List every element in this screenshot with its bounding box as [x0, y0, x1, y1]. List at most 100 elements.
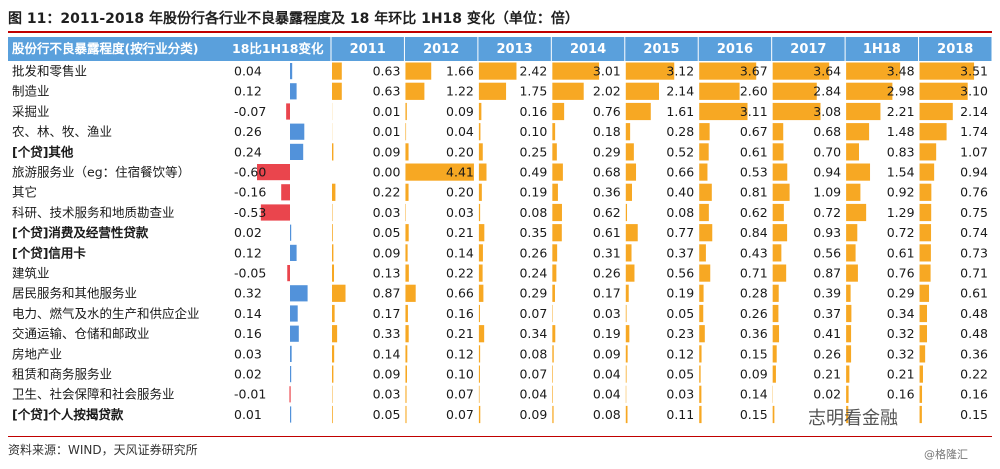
year-value-label: 0.03 [666, 387, 694, 402]
year-bar [478, 183, 482, 201]
year-value-label: 3.01 [593, 64, 621, 79]
year-value-label: 4.41 [446, 165, 474, 180]
year-bar [699, 385, 702, 403]
change-bar [287, 265, 290, 282]
table-row: 卫生、社会保障和社会服务业 -0.01 0.03 0.07 0.04 0.04 0.03 0.… [12, 385, 988, 403]
change-bar [290, 285, 308, 302]
year-bar [772, 345, 777, 363]
year-bar [552, 82, 584, 100]
year-bar [772, 183, 790, 201]
year-value-label: 0.76 [887, 266, 915, 281]
year-bar [625, 304, 627, 323]
row-category-label: 科研、技术服务和地质勘查业 [12, 205, 175, 220]
year-bar [552, 385, 553, 403]
year-value-label: 0.67 [740, 124, 768, 139]
year-bar [405, 345, 408, 363]
year-value-label: 0.83 [887, 144, 915, 159]
year-bar [919, 244, 931, 262]
year-bar [478, 365, 480, 383]
year-value-label: 0.07 [519, 367, 547, 382]
year-bar [405, 244, 408, 262]
header-background [8, 37, 992, 61]
year-value-label: 0.16 [887, 387, 915, 402]
year-bar [772, 163, 788, 181]
year-value-label: 1.74 [960, 124, 988, 139]
year-bar [552, 224, 562, 242]
year-value-label: 0.04 [519, 387, 547, 402]
change-label: 0.02 [234, 225, 262, 240]
change-label: 0.04 [234, 64, 262, 79]
year-value-label: 0.26 [740, 306, 768, 321]
year-value-label: 0.02 [813, 387, 841, 402]
table-row: 电力、燃气及水的生产和供应企业 0.14 0.17 0.16 0.07 0.03 0.05 0… [12, 304, 988, 323]
change-label: -0.05 [234, 266, 266, 281]
year-bar [699, 82, 740, 100]
change-label: 0.14 [234, 306, 262, 321]
year-value-label: 0.19 [593, 326, 621, 341]
year-bar [846, 304, 852, 323]
row-category-label: 建筑业 [12, 266, 50, 281]
year-value-label: 0.48 [960, 306, 988, 321]
year-bar [405, 385, 407, 403]
year-bar [919, 365, 923, 383]
year-bar [699, 62, 757, 80]
year-bar [625, 325, 630, 343]
year-bar [846, 163, 871, 181]
row-category-label: 采掘业 [12, 104, 50, 119]
year-value-label: 0.75 [960, 205, 988, 220]
year-value-label: 0.12 [666, 346, 694, 361]
table-row: 采掘业 -0.07 0.01 0.09 0.16 0.76 1.61 3.11 3.08 2.21… [12, 102, 988, 121]
year-bar [919, 385, 923, 403]
row-category-label: [个贷]其他 [12, 144, 74, 159]
year-bar [772, 244, 782, 262]
year-value-label: 0.36 [593, 185, 621, 200]
year-value-label: 0.81 [740, 185, 768, 200]
table-row: [个贷]其他 0.24 0.09 0.20 0.25 0.29 0.52 0.61 0.70 0.… [12, 143, 988, 161]
header-year-2016: 2016 [717, 42, 753, 57]
year-value-label: 0.21 [887, 367, 915, 382]
year-value-label: 0.36 [960, 346, 988, 361]
change-bar [290, 305, 298, 322]
table-row: 租赁和商务服务业 0.02 0.09 0.10 0.07 0.04 0.05 0.09 0.21… [12, 365, 988, 383]
year-value-label: 2.60 [740, 84, 768, 99]
year-bar [699, 224, 713, 242]
year-bar [699, 203, 709, 222]
change-bar [281, 184, 290, 201]
year-value-label: 0.37 [813, 306, 841, 321]
year-bar [332, 183, 336, 201]
year-value-label: 0.43 [740, 245, 768, 260]
year-value-label: 0.03 [373, 387, 401, 402]
row-category-label: 交通运输、仓储和邮政业 [12, 326, 150, 341]
year-value-label: 3.08 [813, 104, 841, 119]
change-bar [290, 366, 292, 383]
year-value-label: 0.00 [373, 165, 401, 180]
year-bar [478, 405, 481, 424]
year-value-label: 0.93 [813, 225, 841, 240]
year-value-label: 0.16 [446, 306, 474, 321]
row-category-label: [个贷]消费及经营性贷款 [12, 225, 149, 240]
year-value-label: 0.15 [960, 407, 988, 422]
year-bar [772, 62, 830, 80]
year-value-label: 0.63 [373, 64, 401, 79]
table-row: 交通运输、仓储和邮政业 0.16 0.33 0.21 0.34 0.19 0.23 0.36 0… [12, 325, 988, 343]
year-value-label: 0.77 [666, 225, 694, 240]
year-bar [552, 284, 555, 302]
year-bar [332, 284, 346, 302]
change-bar [290, 143, 304, 160]
year-bar [699, 123, 710, 141]
year-value-label: 1.22 [446, 84, 474, 99]
year-bar [772, 123, 784, 141]
year-value-label: 0.18 [593, 124, 621, 139]
year-value-label: 0.61 [960, 286, 988, 301]
year-bar [625, 345, 628, 363]
year-bar [332, 325, 338, 343]
year-bar [332, 244, 334, 262]
year-value-label: 0.22 [960, 367, 988, 382]
year-bar [625, 143, 634, 161]
year-bar [625, 264, 635, 282]
year-bar [552, 244, 558, 262]
row-category-label: 旅游服务业（eg：住宿餐饮等） [12, 165, 190, 180]
year-value-label: 0.16 [960, 387, 988, 402]
year-value-label: 2.98 [887, 84, 915, 99]
year-value-label: 0.62 [740, 205, 768, 220]
